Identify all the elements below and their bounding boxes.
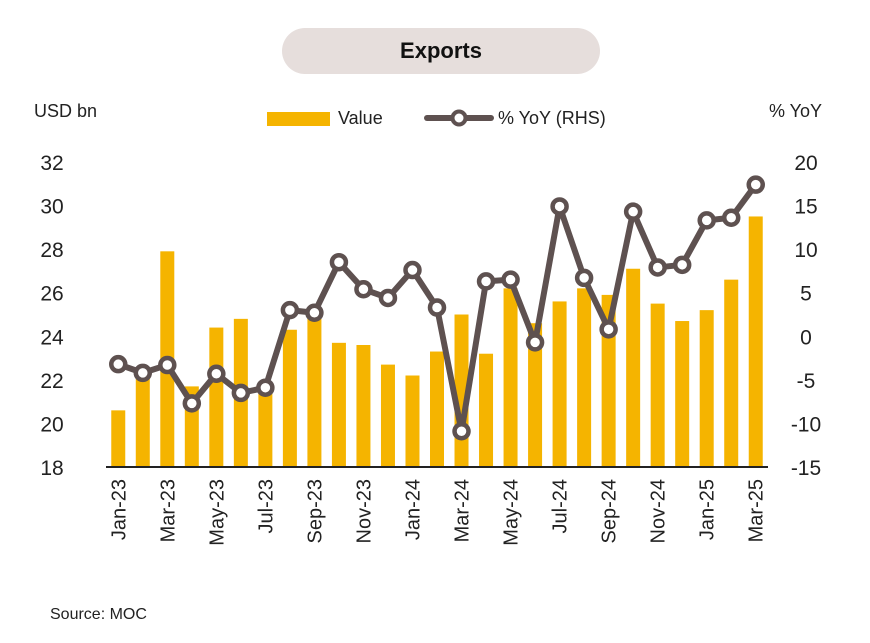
left-tick-label: 28	[40, 239, 63, 262]
yoy-point	[672, 255, 692, 275]
source-label: Source:	[50, 606, 106, 623]
yoy-point	[550, 197, 569, 216]
yoy-point	[648, 258, 667, 277]
value-bar	[479, 353, 494, 467]
value-bar	[282, 329, 297, 467]
yoy-point	[427, 298, 447, 317]
yoy-point	[109, 354, 128, 374]
yoy-point	[158, 355, 177, 375]
left-tick-label: 22	[40, 370, 63, 393]
yoy-point	[599, 320, 618, 339]
right-tick-label: 5	[800, 283, 812, 306]
value-bar	[258, 386, 273, 467]
left-tick-label: 24	[40, 326, 64, 349]
value-bar	[380, 364, 395, 467]
value-bar	[135, 375, 150, 467]
x-tick-label: May-24	[501, 479, 523, 546]
yoy-point	[721, 208, 741, 228]
value-bar	[503, 288, 518, 467]
yoy-point	[403, 260, 422, 280]
x-tick-label: Jul-23	[255, 479, 277, 533]
legend: Value % YoY (RHS)	[267, 108, 606, 128]
left-tick-label: 30	[40, 196, 63, 219]
x-tick-label: May-23	[206, 479, 228, 546]
left-tick-label: 32	[40, 152, 63, 175]
chart-title: Exports	[400, 38, 482, 63]
source-note: Source: MOC	[50, 606, 147, 624]
left-tick-label: 18	[40, 457, 63, 480]
yoy-point	[329, 252, 349, 272]
right-tick-label: -15	[791, 457, 821, 480]
x-tick-label: Jan-24	[402, 479, 424, 540]
yoy-point	[501, 270, 520, 289]
yoy-point	[476, 272, 496, 291]
yoy-point	[133, 363, 153, 383]
value-bar	[430, 351, 444, 467]
value-bar	[356, 345, 371, 467]
value-bar	[331, 342, 346, 467]
yoy-point	[305, 303, 324, 323]
right-tick-label: 15	[794, 196, 817, 219]
value-bar	[307, 314, 322, 467]
yoy-point	[452, 422, 471, 441]
x-tick-label: Mar-23	[157, 479, 179, 542]
value-bar	[675, 321, 690, 467]
value-bar	[699, 310, 714, 467]
x-tick-label: Nov-24	[648, 479, 670, 543]
right-tick-label: 20	[794, 152, 817, 175]
left-axis-label: USD bn	[34, 101, 97, 121]
right-tick-label: -5	[797, 370, 816, 393]
right-tick-label: 0	[800, 326, 812, 349]
x-tick-label: Sep-23	[304, 479, 326, 544]
x-tick-label: Mar-24	[452, 479, 474, 542]
yoy-point	[697, 211, 716, 230]
value-bar	[209, 327, 224, 467]
yoy-point	[378, 288, 398, 308]
x-tick-label: Sep-24	[599, 479, 621, 544]
yoy-point	[231, 383, 251, 403]
yoy-point	[280, 300, 300, 320]
value-bar	[405, 375, 420, 467]
x-tick-label: Jul-24	[550, 479, 572, 533]
yoy-point	[623, 202, 643, 221]
right-tick-label: 10	[794, 239, 817, 262]
left-tick-label: 26	[40, 283, 63, 306]
chart-title-pill: Exports	[282, 28, 600, 74]
legend-value-swatch	[267, 112, 330, 126]
yoy-point	[525, 333, 545, 352]
yoy-point	[182, 394, 202, 413]
x-tick-label: Jan-25	[697, 479, 719, 540]
yoy-point	[354, 279, 373, 299]
yoy-point	[746, 175, 765, 194]
value-bar	[111, 410, 126, 467]
value-bar	[552, 301, 567, 467]
x-tick-label: Mar-25	[746, 479, 768, 542]
legend-value-label: Value	[338, 108, 383, 128]
x-tick-label: Jan-23	[108, 479, 130, 540]
legend-yoy-marker	[450, 109, 468, 127]
yoy-point	[256, 378, 275, 397]
value-bar	[748, 216, 763, 467]
right-axis-label: % YoY	[769, 101, 822, 121]
yoy-point	[207, 364, 226, 384]
source-value: MOC	[109, 606, 147, 623]
value-bar	[724, 279, 739, 467]
value-bar	[626, 268, 641, 467]
x-tick-label: Nov-23	[353, 479, 375, 543]
left-tick-label: 20	[40, 413, 63, 436]
value-bar	[650, 303, 665, 467]
legend-yoy-label: % YoY (RHS)	[498, 108, 606, 128]
value-bar	[577, 288, 592, 467]
yoy-point	[574, 268, 594, 288]
right-tick-label: -10	[791, 413, 821, 436]
value-bar	[601, 294, 616, 467]
value-bar	[528, 323, 543, 467]
